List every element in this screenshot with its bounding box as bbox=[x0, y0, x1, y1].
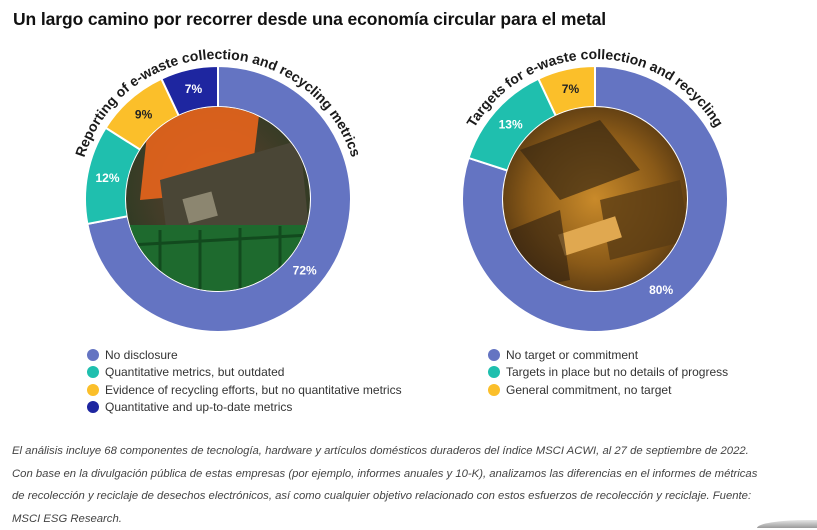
footnote: El análisis incluye 68 componentes de te… bbox=[12, 440, 812, 530]
legend-item: Evidence of recycling efforts, but no qu… bbox=[87, 381, 402, 399]
legend-swatch-icon bbox=[488, 366, 500, 378]
legend-label: No disclosure bbox=[105, 348, 178, 362]
legend-item: General commitment, no target bbox=[488, 381, 728, 399]
legend-label: Quantitative and up-to-date metrics bbox=[105, 400, 292, 414]
legend-item: Quantitative and up-to-date metrics bbox=[87, 399, 402, 417]
legend-item: No disclosure bbox=[87, 346, 402, 364]
footnote-line: MSCI ESG Research. bbox=[12, 508, 812, 530]
legend-reporting: No disclosure Quantitative metrics, but o… bbox=[87, 346, 402, 416]
legend-swatch-icon bbox=[87, 349, 99, 361]
data-label: 9% bbox=[135, 108, 153, 122]
donut-chart-reporting: Reporting of e-waste collection and recy… bbox=[72, 46, 364, 332]
legend-label: General commitment, no target bbox=[506, 383, 671, 397]
footnote-line: de recolección y reciclaje de desechos e… bbox=[12, 485, 812, 508]
legend-swatch-icon bbox=[488, 349, 500, 361]
legend-swatch-icon bbox=[87, 401, 99, 413]
data-label: 7% bbox=[185, 82, 203, 96]
legend-swatch-icon bbox=[488, 384, 500, 396]
footnote-line: Con base en la divulgación pública de es… bbox=[12, 463, 812, 486]
legend-item: Quantitative metrics, but outdated bbox=[87, 364, 402, 382]
footnote-line: El análisis incluye 68 componentes de te… bbox=[12, 440, 812, 463]
legend-swatch-icon bbox=[87, 366, 99, 378]
legend-item: No target or commitment bbox=[488, 346, 728, 364]
donut-chart-targets: Targets for e-waste collection and recyc… bbox=[462, 46, 728, 332]
legend-label: Targets in place but no details of progr… bbox=[506, 365, 728, 379]
legend-label: Evidence of recycling efforts, but no qu… bbox=[105, 383, 402, 397]
data-label: 12% bbox=[95, 171, 119, 185]
legend-label: No target or commitment bbox=[506, 348, 638, 362]
legend-targets: No target or commitment Targets in place … bbox=[488, 346, 728, 399]
data-label: 7% bbox=[562, 82, 580, 96]
data-label: 72% bbox=[293, 264, 317, 278]
legend-swatch-icon bbox=[87, 384, 99, 396]
legend-item: Targets in place but no details of progr… bbox=[488, 364, 728, 382]
legend-label: Quantitative metrics, but outdated bbox=[105, 365, 284, 379]
data-label: 80% bbox=[649, 283, 673, 297]
data-label: 13% bbox=[499, 118, 523, 132]
